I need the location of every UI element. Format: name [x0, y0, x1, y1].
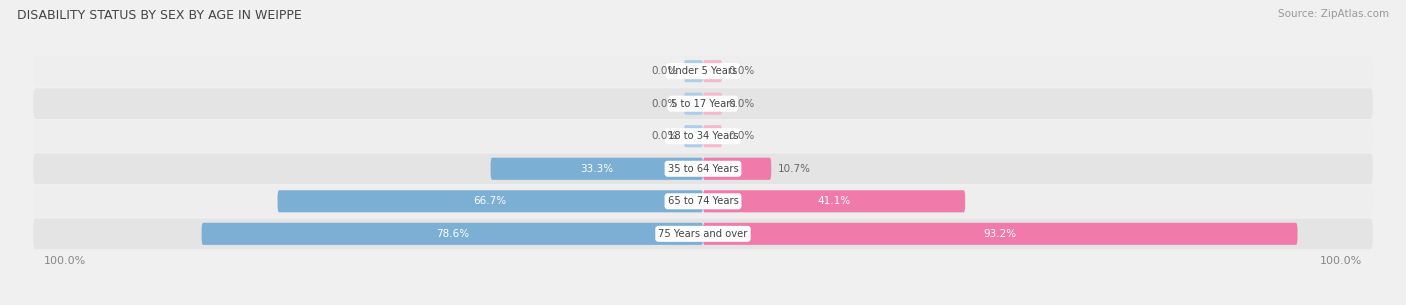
Text: 41.1%: 41.1% [817, 196, 851, 206]
Text: 35 to 64 Years: 35 to 64 Years [668, 164, 738, 174]
Text: 5 to 17 Years: 5 to 17 Years [671, 99, 735, 109]
Text: 0.0%: 0.0% [728, 66, 755, 76]
FancyBboxPatch shape [277, 190, 703, 212]
FancyBboxPatch shape [703, 190, 965, 212]
Text: 0.0%: 0.0% [728, 131, 755, 141]
FancyBboxPatch shape [201, 223, 703, 245]
FancyBboxPatch shape [703, 223, 1298, 245]
Text: 65 to 74 Years: 65 to 74 Years [668, 196, 738, 206]
Text: 78.6%: 78.6% [436, 229, 468, 239]
Text: Source: ZipAtlas.com: Source: ZipAtlas.com [1278, 9, 1389, 19]
FancyBboxPatch shape [703, 93, 723, 115]
FancyBboxPatch shape [703, 60, 723, 82]
FancyBboxPatch shape [34, 88, 1372, 119]
FancyBboxPatch shape [34, 56, 1372, 86]
Text: 0.0%: 0.0% [651, 66, 678, 76]
Text: 0.0%: 0.0% [651, 99, 678, 109]
Text: 0.0%: 0.0% [728, 99, 755, 109]
FancyBboxPatch shape [703, 125, 723, 147]
Text: 10.7%: 10.7% [778, 164, 811, 174]
Text: Under 5 Years: Under 5 Years [668, 66, 738, 76]
Text: 0.0%: 0.0% [651, 131, 678, 141]
FancyBboxPatch shape [34, 121, 1372, 152]
Text: 93.2%: 93.2% [984, 229, 1017, 239]
Text: 33.3%: 33.3% [581, 164, 613, 174]
Text: 66.7%: 66.7% [474, 196, 506, 206]
Text: DISABILITY STATUS BY SEX BY AGE IN WEIPPE: DISABILITY STATUS BY SEX BY AGE IN WEIPP… [17, 9, 302, 22]
FancyBboxPatch shape [683, 125, 703, 147]
FancyBboxPatch shape [34, 153, 1372, 184]
Text: 18 to 34 Years: 18 to 34 Years [668, 131, 738, 141]
FancyBboxPatch shape [34, 219, 1372, 249]
FancyBboxPatch shape [703, 158, 772, 180]
Text: 75 Years and over: 75 Years and over [658, 229, 748, 239]
FancyBboxPatch shape [491, 158, 703, 180]
FancyBboxPatch shape [683, 93, 703, 115]
FancyBboxPatch shape [34, 186, 1372, 217]
FancyBboxPatch shape [683, 60, 703, 82]
